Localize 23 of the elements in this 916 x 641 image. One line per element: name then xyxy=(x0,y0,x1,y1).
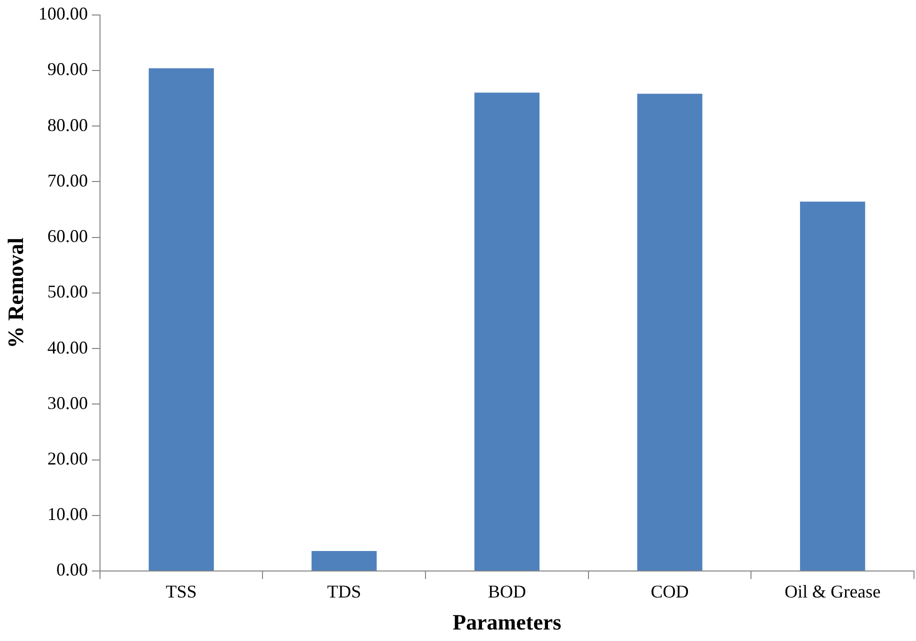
x-tick-label: TDS xyxy=(327,582,362,602)
y-tick-label: 40.00 xyxy=(47,337,88,358)
x-tick-label: BOD xyxy=(488,582,526,602)
x-tick-label: Oil & Grease xyxy=(784,582,881,602)
x-tick-label: TSS xyxy=(166,582,197,602)
y-tick-label: 20.00 xyxy=(47,448,88,468)
bar xyxy=(312,550,377,570)
y-tick-label: 0.00 xyxy=(56,560,88,580)
x-axis-title: Parameters xyxy=(452,609,562,634)
bar xyxy=(800,202,866,570)
bar xyxy=(474,92,540,570)
y-tick-label: 30.00 xyxy=(47,392,88,413)
y-tick-label: 70.00 xyxy=(47,170,88,190)
y-tick-label: 100.00 xyxy=(38,4,88,24)
bar xyxy=(148,68,214,570)
x-tick-label: COD xyxy=(650,582,689,602)
y-tick-label: 50.00 xyxy=(47,282,88,302)
bar xyxy=(637,94,702,570)
y-tick-label: 10.00 xyxy=(47,504,88,524)
y-tick-label: 90.00 xyxy=(47,59,88,80)
y-tick-label: 80.00 xyxy=(47,114,88,135)
y-tick-label: 60.00 xyxy=(47,226,88,246)
y-axis-title: % Removal xyxy=(2,238,28,348)
